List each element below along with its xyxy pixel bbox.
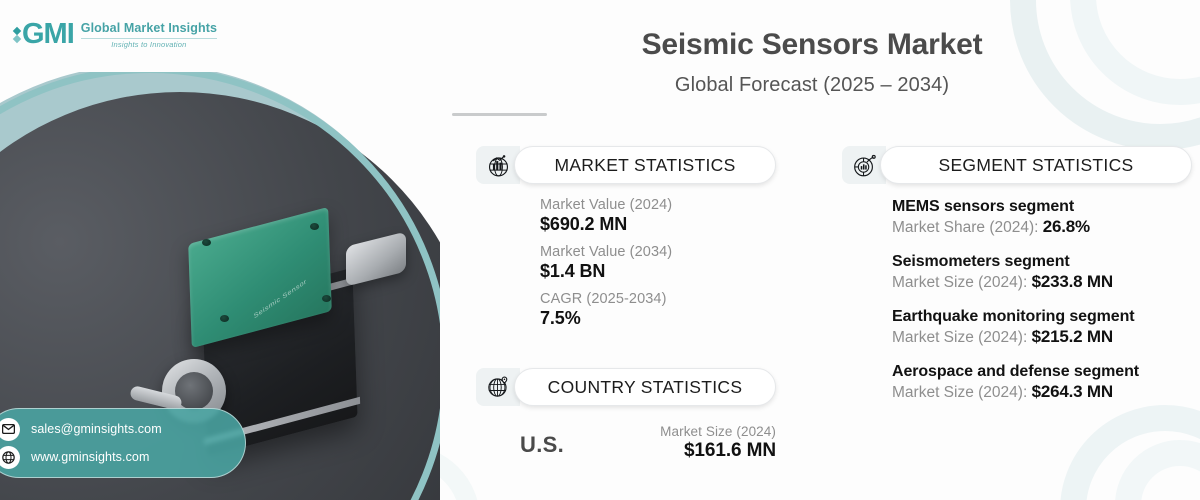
segment-item: Earthquake monitoring segment Market Siz… — [892, 308, 1192, 347]
segment-metric-value: $264.3 MN — [1031, 382, 1114, 401]
page-title: Seismic Sensors Market — [641, 28, 983, 61]
stat-value: $690.2 MN — [540, 214, 628, 234]
device-screw — [220, 315, 229, 322]
segment-item: MEMS sensors segment Market Share (2024)… — [892, 198, 1192, 237]
stat-item: CAGR (2025-2034) 7.5% — [540, 291, 776, 329]
logo-mark: GMI — [12, 18, 75, 50]
segment-metric-value: $233.8 MN — [1031, 272, 1114, 291]
segment-item: Aerospace and defense segment Market Siz… — [892, 363, 1192, 402]
contact-email-row[interactable]: sales@gminsights.com — [0, 417, 231, 441]
segment-metric-label: Market Size (2024): — [892, 329, 1032, 346]
page-subtitle: Global Forecast (2025 – 2034) — [674, 74, 950, 96]
market-statistics-header: MARKET STATISTICS — [476, 146, 776, 184]
device-screw — [202, 239, 211, 246]
country-name: U.S. — [520, 432, 564, 457]
product-image-panel: Seismic Sensor sales@gminsights.com — [0, 72, 440, 500]
stat-label: CAGR (2025-2034) — [540, 291, 667, 307]
stat-value: $161.6 MN — [683, 440, 776, 461]
segment-metric: Market Size (2024): $233.8 MN — [892, 272, 1192, 292]
stat-item: Market Value (2024) $690.2 MN — [540, 197, 776, 235]
title-block: Seismic Sensors Market Global Forecast (… — [452, 28, 1172, 116]
title-divider — [452, 113, 547, 116]
logo-diamond-icon — [12, 26, 22, 43]
contact-website-text: www.gminsights.com — [31, 450, 150, 464]
stat-label: Market Value (2034) — [540, 244, 673, 260]
segment-statistics-pill: SEGMENT STATISTICS — [880, 146, 1192, 184]
contact-email-text: sales@gminsights.com — [31, 422, 162, 436]
globe-icon — [0, 445, 20, 469]
logo-wordmark: Global Market Insights Insights to Innov… — [80, 20, 218, 49]
market-statistics-heading: MARKET STATISTICS — [554, 154, 736, 175]
stat-value: 7.5% — [540, 308, 581, 328]
logo-divider — [80, 37, 218, 39]
stat-value: $1.4 BN — [540, 261, 606, 281]
country-statistics-row: U.S. Market Size (2024) $161.6 MN — [476, 424, 776, 462]
market-statistics-section: MARKET STATISTICS Market Value (2024) $6… — [476, 146, 776, 329]
brand-tagline: Insights to Innovation — [111, 39, 187, 49]
globe-chart-icon — [476, 146, 520, 184]
country-metric: Market Size (2024) $161.6 MN — [660, 424, 776, 462]
segment-metric: Market Share (2024): 26.8% — [892, 217, 1192, 237]
segment-metric-label: Market Size (2024): — [892, 274, 1032, 291]
segment-metric-value: $215.2 MN — [1031, 327, 1114, 346]
country-statistics-heading: COUNTRY STATISTICS — [547, 376, 743, 397]
device-screw — [322, 295, 331, 302]
brand-name: Global Market Insights — [80, 20, 218, 35]
market-statistics-pill: MARKET STATISTICS — [514, 146, 776, 184]
segment-statistics-header: SEGMENT STATISTICS — [842, 146, 1192, 184]
segment-metric: Market Size (2024): $264.3 MN — [892, 382, 1192, 402]
segment-statistics-heading: SEGMENT STATISTICS — [938, 154, 1134, 175]
segment-statistics-list: MEMS sensors segment Market Share (2024)… — [842, 198, 1192, 402]
device-screw — [310, 223, 319, 230]
stat-label: Market Size (2024) — [660, 424, 776, 439]
stat-label: Market Value (2024) — [540, 197, 673, 213]
market-statistics-list: Market Value (2024) $690.2 MN Market Val… — [476, 197, 776, 329]
segment-metric-label: Market Share (2024): — [892, 219, 1043, 236]
segment-metric-value: 26.8% — [1042, 217, 1090, 236]
stat-item: Market Value (2034) $1.4 BN — [540, 244, 776, 282]
contact-panel: sales@gminsights.com www.gminsights.com — [0, 408, 246, 478]
envelope-icon — [0, 417, 20, 441]
country-statistics-pill: COUNTRY STATISTICS — [514, 368, 776, 406]
contact-website-row[interactable]: www.gminsights.com — [0, 445, 231, 469]
segment-statistics-section: SEGMENT STATISTICS MEMS sensors segment … — [842, 146, 1192, 402]
segment-metric-label: Market Size (2024): — [892, 384, 1032, 401]
segment-name: MEMS sensors segment — [892, 198, 1075, 215]
logo-initials: GMI — [22, 18, 75, 50]
segment-name: Aerospace and defense segment — [892, 363, 1139, 380]
country-statistics-section: COUNTRY STATISTICS U.S. Market Size (202… — [476, 368, 776, 462]
device-rear-connector — [346, 231, 406, 287]
country-statistics-header: COUNTRY STATISTICS — [476, 368, 776, 406]
globe-pin-icon — [476, 368, 520, 406]
segment-item: Seismometers segment Market Size (2024):… — [892, 253, 1192, 292]
donut-chart-arrow-icon — [842, 146, 886, 184]
segment-name: Earthquake monitoring segment — [892, 308, 1135, 325]
segment-name: Seismometers segment — [892, 253, 1070, 270]
segment-metric: Market Size (2024): $215.2 MN — [892, 327, 1192, 347]
brand-logo[interactable]: GMI Global Market Insights Insights to I… — [12, 18, 218, 50]
